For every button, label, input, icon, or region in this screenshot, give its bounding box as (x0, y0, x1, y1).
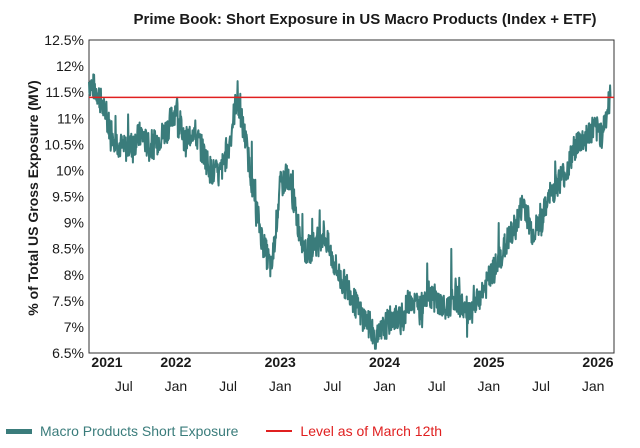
y-tick-label: 12% (56, 58, 84, 74)
legend-swatch-level (266, 430, 293, 432)
x-month-label: Jan (373, 378, 396, 394)
x-year-label: 2022 (160, 354, 191, 370)
x-month-label: Jul (219, 378, 237, 394)
y-tick-label: 11% (57, 110, 84, 126)
y-tick-label: 7% (64, 319, 84, 335)
y-tick-label: 6.5% (52, 345, 84, 361)
y-tick-label: 10.5% (44, 136, 84, 152)
x-month-label: Jul (532, 378, 550, 394)
x-year-label: 2023 (265, 354, 296, 370)
chart-title: Prime Book: Short Exposure in US Macro P… (134, 11, 597, 28)
y-tick-label: 7.5% (52, 293, 84, 309)
y-tick-label: 8% (64, 267, 84, 283)
y-tick-label: 11.5% (45, 84, 84, 100)
legend-item-level: Level as of March 12th (266, 423, 442, 439)
legend-swatch-macro (6, 428, 32, 434)
x-month-label: Jul (323, 378, 341, 394)
y-tick-label: 10% (56, 162, 84, 178)
x-month-label: Jan (582, 378, 605, 394)
legend: Macro Products Short Exposure Level as o… (6, 420, 470, 442)
y-tick-label: 9.5% (52, 189, 84, 205)
x-year-label: 2024 (369, 354, 400, 370)
x-axis-labels: 2021 2022 2023 2024 2025 2026 Jul Jan Jul Jan Jul J… (91, 354, 613, 394)
x-month-label: Jul (115, 378, 133, 394)
y-axis-ticks: 12.5% 12% 11.5% 11% 10.5% 10% 9.5% 9% 8.5% 8% 7.5%… (44, 32, 84, 361)
y-tick-label: 12.5% (44, 32, 84, 48)
plot-area (88, 39, 615, 354)
legend-label-macro: Macro Products Short Exposure (40, 423, 239, 439)
series-layer (88, 73, 614, 350)
x-year-label: 2025 (473, 354, 504, 370)
legend-item-macro: Macro Products Short Exposure (6, 423, 238, 439)
x-year-label: 2021 (91, 354, 122, 370)
y-axis-label: % of Total US Gross Exposure (MV) (25, 80, 41, 315)
x-month-label: Jan (478, 378, 501, 394)
chart: Prime Book: Short Exposure in US Macro P… (25, 11, 615, 394)
x-month-label: Jan (269, 378, 292, 394)
y-tick-label: 8.5% (52, 241, 84, 257)
y-tick-label: 9% (64, 215, 84, 231)
x-year-label: 2026 (582, 354, 613, 370)
series-line-macro-short-exposure (88, 73, 612, 350)
x-month-label: Jan (165, 378, 188, 394)
x-month-label: Jul (428, 378, 446, 394)
legend-label-level: Level as of March 12th (300, 423, 443, 439)
